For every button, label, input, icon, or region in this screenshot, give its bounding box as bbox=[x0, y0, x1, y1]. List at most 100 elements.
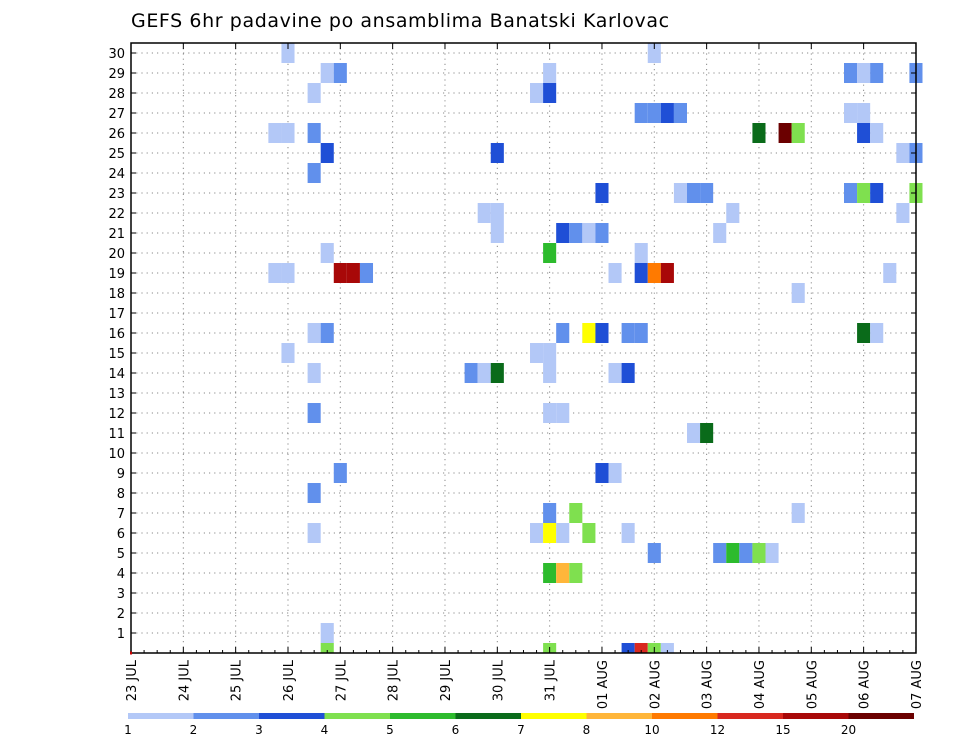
y-tick-label: 9 bbox=[117, 467, 125, 482]
precip-cell bbox=[307, 83, 321, 103]
precip-cell bbox=[268, 123, 282, 143]
precip-cell bbox=[713, 543, 727, 563]
precip-cell bbox=[543, 63, 557, 83]
precipitation-cells bbox=[268, 43, 923, 653]
colorbar-swatch bbox=[193, 713, 259, 719]
colorbar-swatch bbox=[390, 713, 456, 719]
precip-cell bbox=[621, 523, 635, 543]
precip-cell bbox=[569, 503, 583, 523]
precip-cell bbox=[647, 263, 661, 283]
colorbar-swatch bbox=[259, 713, 325, 719]
colorbar-label: 12 bbox=[710, 723, 725, 737]
precip-cell bbox=[307, 163, 321, 183]
precip-cell bbox=[333, 263, 347, 283]
colorbar: 1 2 3 4 5 6 7 8 10 12 15 20 bbox=[124, 713, 914, 737]
precip-cell bbox=[556, 523, 570, 543]
precip-cell bbox=[582, 223, 596, 243]
y-tick-label: 16 bbox=[108, 327, 125, 342]
precip-cell bbox=[307, 483, 321, 503]
precip-cell bbox=[870, 323, 884, 343]
precip-cell bbox=[726, 543, 740, 563]
precip-cell bbox=[490, 203, 504, 223]
colorbar-label: 2 bbox=[190, 723, 198, 737]
precip-cell bbox=[844, 63, 858, 83]
precip-cell bbox=[660, 263, 674, 283]
precip-cell bbox=[595, 323, 609, 343]
precip-cell bbox=[857, 103, 871, 123]
colorbar-label: 5 bbox=[386, 723, 394, 737]
y-tick-label: 17 bbox=[108, 307, 125, 322]
precip-cell bbox=[543, 403, 557, 423]
precip-cell bbox=[634, 243, 648, 263]
precip-cell bbox=[490, 223, 504, 243]
precip-cell bbox=[726, 203, 740, 223]
precip-cell bbox=[595, 183, 609, 203]
precip-cell bbox=[281, 123, 295, 143]
precip-cell bbox=[281, 43, 295, 63]
x-tick-label: 28 JUL bbox=[387, 659, 402, 701]
precip-cell bbox=[320, 243, 334, 263]
y-tick-label: 21 bbox=[108, 227, 125, 242]
precip-cell bbox=[896, 143, 910, 163]
precip-cell bbox=[647, 543, 661, 563]
precip-cell bbox=[700, 423, 714, 443]
precip-cell bbox=[320, 623, 334, 643]
precip-cell bbox=[543, 563, 557, 583]
y-tick-label: 19 bbox=[108, 267, 125, 282]
precip-cell bbox=[556, 223, 570, 243]
y-tick-label: 24 bbox=[108, 167, 125, 182]
y-tick-label: 29 bbox=[108, 67, 125, 82]
y-tick-label: 4 bbox=[117, 567, 125, 582]
precip-cell bbox=[634, 103, 648, 123]
precip-cell bbox=[333, 63, 347, 83]
precip-cell bbox=[543, 523, 557, 543]
precip-cell bbox=[556, 403, 570, 423]
precip-cell bbox=[320, 323, 334, 343]
x-tick-label: 02 AUG bbox=[648, 660, 663, 709]
y-tick-label: 10 bbox=[108, 447, 125, 462]
chart-title: GEFS 6hr padavine po ansamblima Banatski… bbox=[131, 10, 670, 32]
precip-cell bbox=[647, 43, 661, 63]
precip-cell bbox=[739, 543, 753, 563]
precip-cell bbox=[870, 183, 884, 203]
x-tick-label: 23 JUL bbox=[125, 659, 140, 701]
x-tick-label: 29 JUL bbox=[439, 659, 454, 701]
precip-cell bbox=[320, 63, 334, 83]
colorbar-label: 1 bbox=[124, 723, 132, 737]
precip-cell bbox=[307, 363, 321, 383]
precip-cell bbox=[687, 183, 701, 203]
y-tick-label: 15 bbox=[108, 347, 125, 362]
colorbar-label: 4 bbox=[321, 723, 329, 737]
colorbar-swatch bbox=[783, 713, 849, 719]
precip-cell bbox=[307, 123, 321, 143]
y-tick-label: 20 bbox=[108, 247, 125, 262]
precip-cell bbox=[634, 263, 648, 283]
precip-cell bbox=[582, 523, 596, 543]
y-tick-label: 13 bbox=[108, 387, 125, 402]
precip-cell bbox=[530, 343, 544, 363]
colorbar-swatch bbox=[128, 713, 194, 719]
y-tick-label: 14 bbox=[108, 367, 125, 382]
precip-cell bbox=[896, 203, 910, 223]
y-tick-label: 30 bbox=[108, 47, 125, 62]
precip-cell bbox=[870, 63, 884, 83]
y-tick-label: 6 bbox=[117, 527, 125, 542]
precip-cell bbox=[556, 323, 570, 343]
precip-cell bbox=[700, 183, 714, 203]
colorbar-swatch bbox=[455, 713, 521, 719]
precip-cell bbox=[752, 123, 766, 143]
precip-cell bbox=[791, 123, 805, 143]
y-tick-label: 23 bbox=[108, 187, 125, 202]
colorbar-label: 15 bbox=[775, 723, 790, 737]
precip-cell bbox=[857, 323, 871, 343]
x-tick-label: 03 AUG bbox=[701, 660, 716, 709]
y-tick-label: 3 bbox=[117, 587, 125, 602]
precip-cell bbox=[333, 463, 347, 483]
colorbar-label: 7 bbox=[517, 723, 525, 737]
x-tick-label: 31 JUL bbox=[544, 659, 559, 701]
y-tick-label: 5 bbox=[117, 547, 125, 562]
colorbar-swatch bbox=[521, 713, 587, 719]
x-tick-label: 24 JUL bbox=[177, 659, 192, 701]
precip-cell bbox=[477, 363, 491, 383]
